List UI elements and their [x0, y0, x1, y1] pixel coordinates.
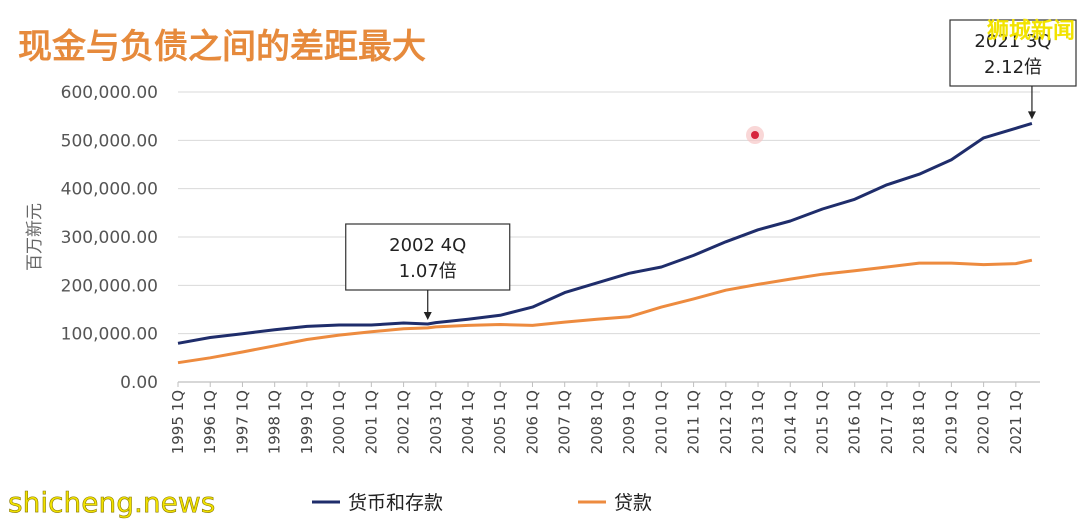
x-tick-label: 2004 1Q [459, 390, 477, 454]
y-tick-label: 200,000.00 [61, 276, 158, 296]
y-axis-label: 百万新元 [25, 203, 45, 271]
x-tick-label: 2014 1Q [781, 390, 799, 454]
x-tick-label: 2021 1Q [1007, 390, 1025, 454]
y-tick-label: 500,000.00 [61, 131, 158, 151]
legend-label: 货币和存款 [348, 492, 443, 514]
grid-lines [178, 91, 1040, 335]
y-axis-ticks: 0.00 100,000.00 200,000.00 300,000.00 400,00… [61, 83, 158, 393]
x-tick-label: 2000 1Q [330, 390, 348, 454]
x-tick-label: 1999 1Q [298, 390, 316, 454]
annotation-text: 2.12倍 [984, 57, 1042, 78]
cursor-dot [751, 131, 759, 139]
annotation-text: 2021 3Q [974, 31, 1051, 52]
y-tick-label: 300,000.00 [61, 228, 158, 248]
x-tick-label: 2003 1Q [427, 390, 445, 454]
x-tick-label: 2010 1Q [652, 390, 670, 454]
y-tick-label: 400,000.00 [61, 180, 158, 200]
legend-item: 贷款 [578, 492, 652, 514]
x-tick-label: 2017 1Q [878, 390, 896, 454]
annotation-callout: 2002 4Q 1.07倍 [345, 223, 511, 320]
series-lines [177, 121, 1033, 365]
x-tick-label: 1996 1Q [201, 390, 219, 454]
x-tick-label: 1997 1Q [233, 390, 251, 454]
legend-item: 货币和存款 [312, 492, 443, 514]
x-tick-label: 2015 1Q [813, 390, 831, 454]
annotation-text: 2002 4Q [389, 235, 466, 256]
annotations: 2002 4Q 1.07倍 2021 3Q 2.12倍 [345, 19, 1077, 320]
x-tick-label: 1998 1Q [266, 390, 284, 454]
y-tick-label: 100,000.00 [61, 325, 158, 345]
x-tick-label: 1995 1Q [169, 390, 187, 454]
chart-title: 现金与负债之间的差距最大 [18, 27, 426, 67]
x-tick-label: 2001 1Q [362, 390, 380, 454]
y-tick-label: 600,000.00 [61, 83, 158, 103]
series-line-1 [177, 121, 1033, 345]
x-tick-label: 2018 1Q [910, 390, 928, 454]
x-tick-label: 2005 1Q [491, 390, 509, 454]
x-tick-label: 2013 1Q [749, 390, 767, 454]
x-tick-label: 2019 1Q [942, 390, 960, 454]
x-tick-label: 2002 1Q [395, 390, 413, 454]
annotation-text: 1.07倍 [399, 261, 457, 282]
x-tick-label: 2008 1Q [588, 390, 606, 454]
x-tick-label: 2020 1Q [975, 390, 993, 454]
x-tick-label: 2011 1Q [685, 390, 703, 454]
watermark-top-right: 狮城新闻 [987, 18, 1075, 44]
x-tick-label: 2007 1Q [556, 390, 574, 454]
x-tick-label: 2012 1Q [717, 390, 735, 454]
y-tick-label: 0.00 [120, 373, 158, 393]
x-tick-label: 2009 1Q [620, 390, 638, 454]
x-axis-ticks: 1995 1Q 1996 1Q 1997 1Q 1998 1Q 1999 1Q 2000 … [169, 382, 1025, 454]
legend-label: 贷款 [614, 492, 652, 514]
legend: 货币和存款 贷款 [312, 492, 652, 514]
watermark-bottom-left: shicheng.news [8, 486, 215, 519]
x-tick-label: 2006 1Q [523, 390, 541, 454]
annotation-callout: 2021 3Q 2.12倍 [949, 19, 1077, 120]
series-line-2 [177, 258, 1033, 365]
x-tick-label: 2016 1Q [846, 390, 864, 454]
